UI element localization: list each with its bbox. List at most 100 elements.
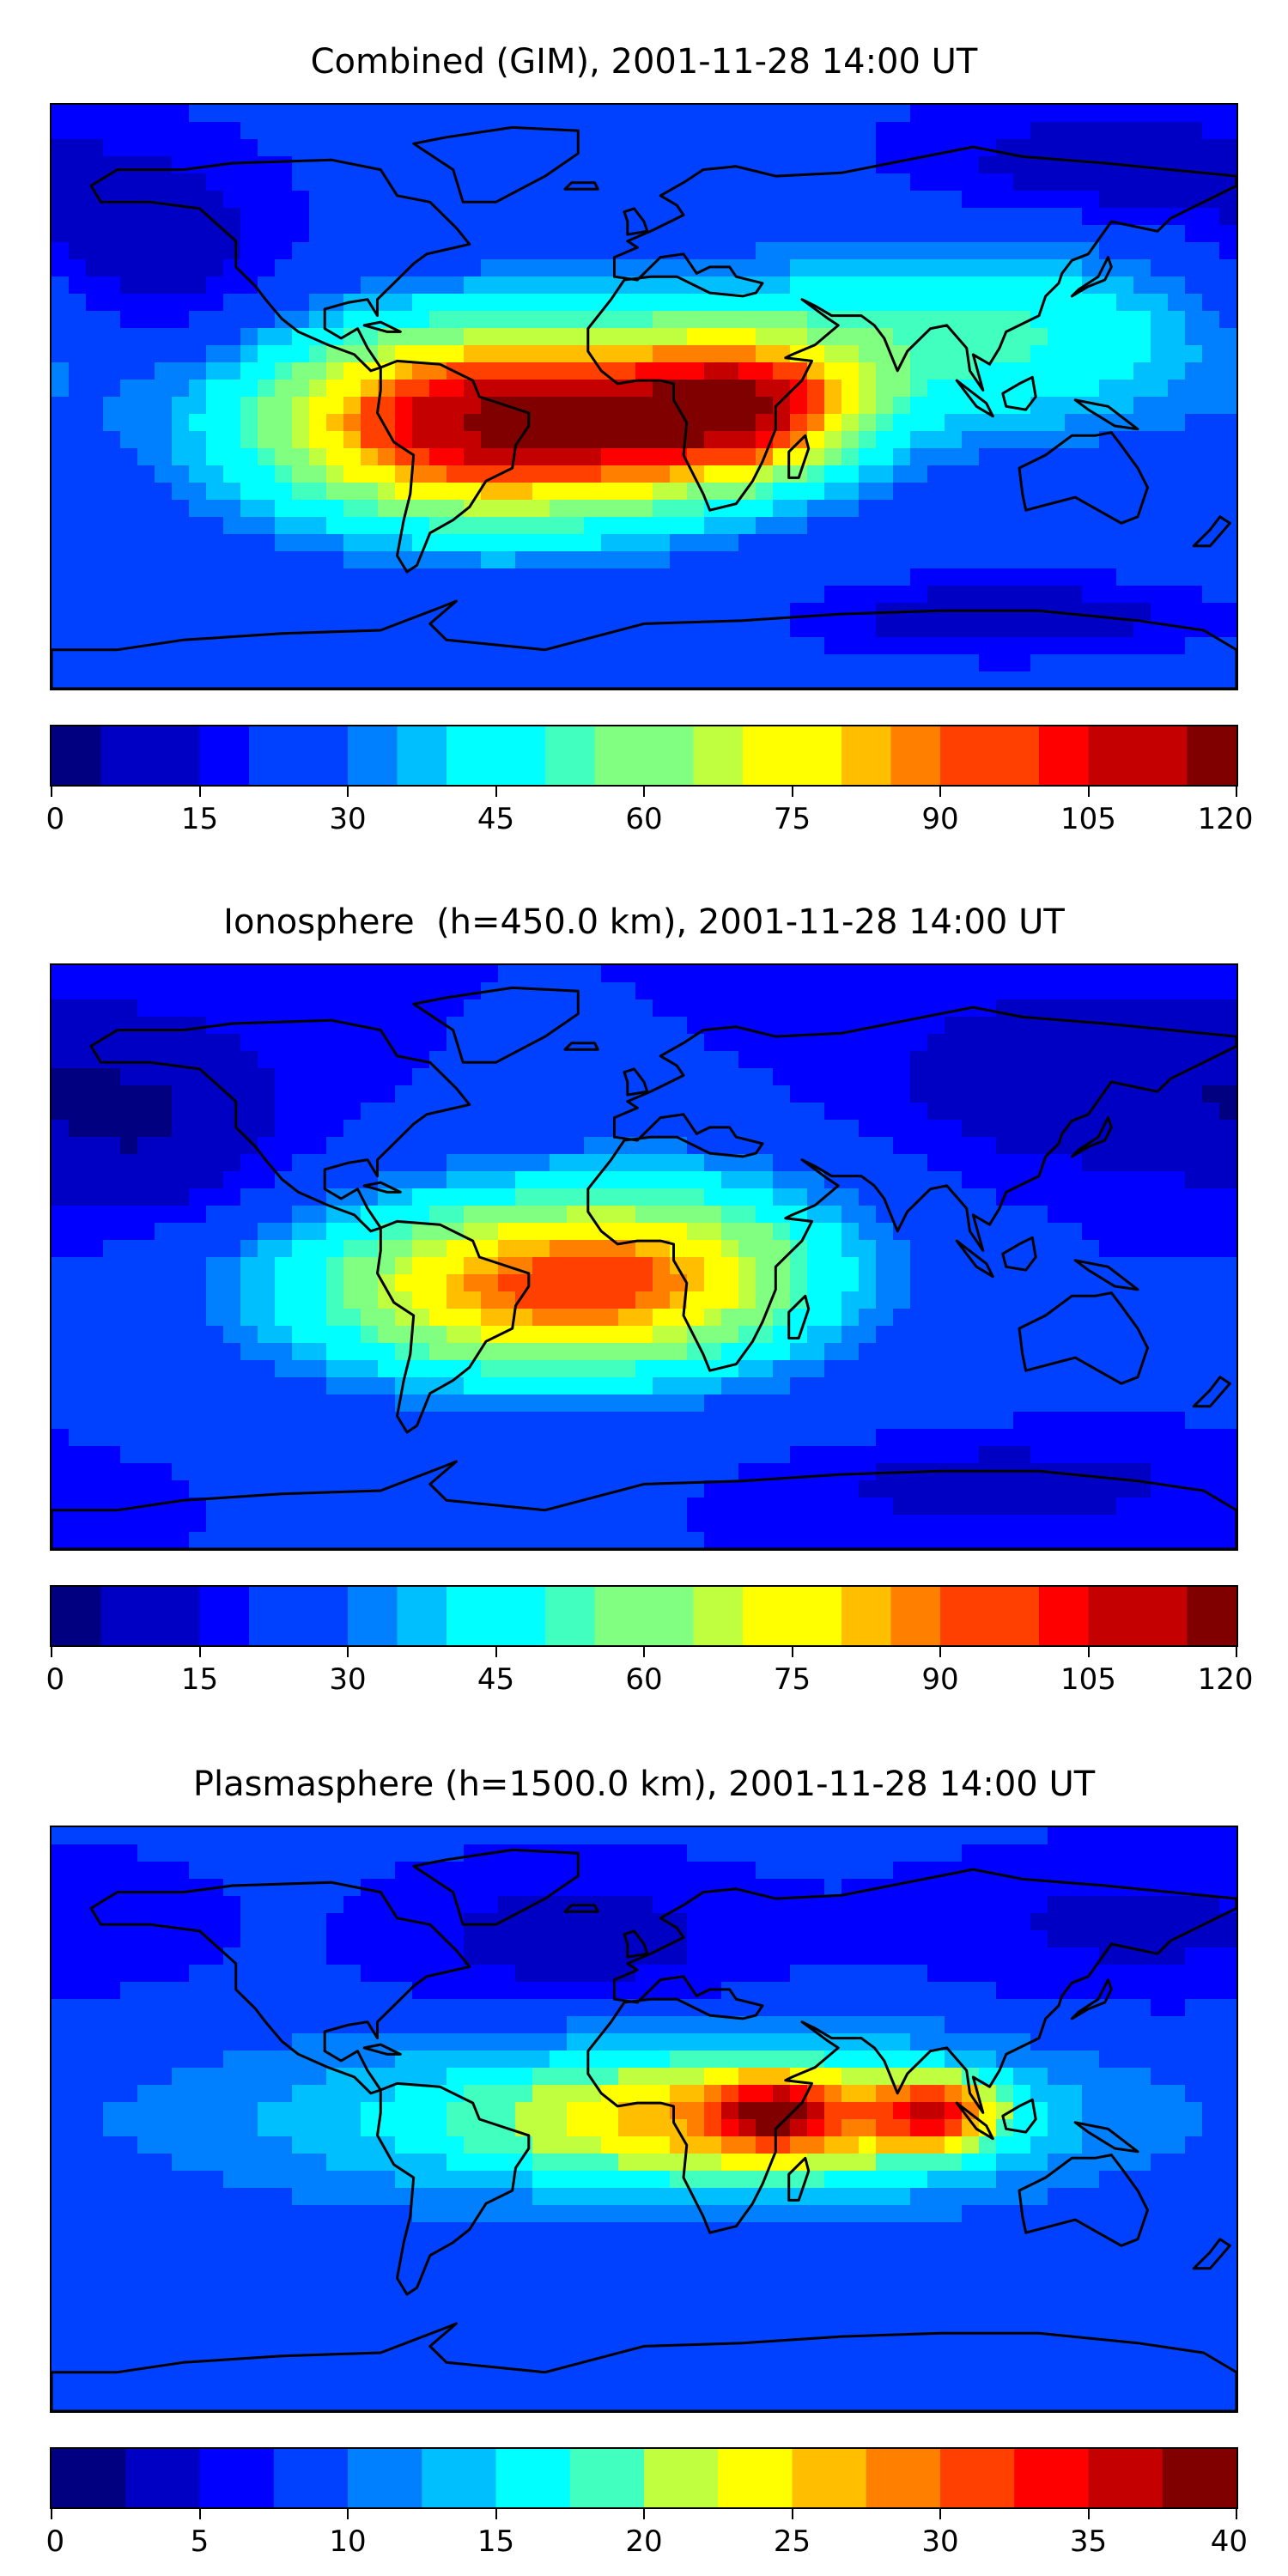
tec-contour-cell bbox=[738, 1360, 756, 1378]
tec-contour-cell bbox=[240, 1326, 258, 1344]
tec-contour-cell bbox=[738, 431, 756, 449]
tec-contour-cell bbox=[1013, 1085, 1031, 1103]
tec-contour-cell bbox=[464, 294, 482, 312]
tec-contour-cell bbox=[687, 1394, 705, 1413]
tec-contour-cell bbox=[1133, 1498, 1151, 1516]
tec-contour-cell bbox=[258, 1498, 276, 1516]
tec-contour-cell bbox=[567, 1291, 585, 1309]
tec-contour-cell bbox=[1116, 397, 1134, 415]
tec-contour-cell bbox=[1168, 1154, 1186, 1172]
tec-contour-cell bbox=[945, 139, 963, 157]
tec-contour-cell bbox=[1151, 1171, 1169, 1189]
tec-contour-cell bbox=[1185, 1532, 1203, 1549]
tec-contour-cell bbox=[584, 1862, 602, 1880]
tec-contour-cell bbox=[309, 1532, 327, 1549]
tec-contour-cell bbox=[172, 1360, 190, 1378]
tec-contour-cell bbox=[361, 1532, 379, 1549]
tec-contour-cell bbox=[790, 122, 808, 140]
tec-contour-cell bbox=[910, 1274, 928, 1292]
tec-contour-cell bbox=[326, 1429, 344, 1447]
tec-contour-cell bbox=[326, 1827, 344, 1845]
tec-contour-cell bbox=[412, 1515, 430, 1533]
tec-contour-cell bbox=[893, 105, 911, 123]
tec-contour-cell bbox=[635, 1446, 653, 1464]
tec-contour-cell bbox=[893, 1532, 911, 1549]
tec-contour-cell bbox=[361, 191, 379, 209]
tec-contour-cell bbox=[618, 1223, 636, 1241]
tec-contour-cell bbox=[824, 1291, 842, 1309]
tec-contour-cell bbox=[893, 1068, 911, 1086]
tec-contour-cell bbox=[618, 156, 636, 174]
tec-contour-cell bbox=[1151, 1068, 1169, 1086]
tec-contour-cell bbox=[498, 1827, 516, 1845]
tec-contour-cell bbox=[721, 1463, 739, 1481]
tec-contour-cell bbox=[86, 1017, 104, 1035]
tec-contour-cell bbox=[464, 1034, 482, 1052]
tec-contour-cell bbox=[172, 1309, 190, 1327]
tec-contour-cell bbox=[1082, 208, 1100, 226]
tec-contour-cell bbox=[962, 191, 980, 209]
tec-contour-cell bbox=[240, 568, 258, 586]
tec-contour-cell bbox=[996, 982, 1014, 1000]
tec-contour-cell bbox=[481, 1515, 499, 1533]
tec-contour-cell bbox=[120, 294, 138, 312]
tec-contour-cell bbox=[618, 1274, 636, 1292]
tec-contour-cell bbox=[876, 465, 894, 483]
tec-contour-cell bbox=[172, 294, 190, 312]
tec-contour-cell bbox=[635, 328, 653, 346]
tec-contour-cell bbox=[1030, 1051, 1048, 1069]
tec-contour-cell bbox=[841, 1463, 860, 1481]
tec-contour-cell bbox=[515, 534, 533, 552]
tec-contour-cell bbox=[1151, 242, 1169, 260]
tec-contour-cell bbox=[910, 448, 928, 466]
tec-contour-cell bbox=[584, 1844, 602, 1862]
tec-contour-cell bbox=[979, 568, 997, 586]
tec-contour-cell bbox=[137, 242, 155, 260]
tec-contour-cell bbox=[618, 1309, 636, 1327]
tec-contour-cell bbox=[1116, 311, 1134, 329]
tec-contour-cell bbox=[1065, 982, 1083, 1000]
tec-contour-cell bbox=[687, 328, 705, 346]
tec-contour-cell bbox=[137, 1309, 155, 1327]
tec-contour-cell bbox=[326, 483, 344, 501]
tec-contour-cell bbox=[292, 191, 310, 209]
tec-contour-cell bbox=[223, 362, 241, 380]
tec-contour-cell bbox=[481, 225, 499, 243]
tec-contour-cell bbox=[721, 1068, 739, 1086]
tec-contour-cell bbox=[378, 654, 396, 672]
tec-contour-cell bbox=[738, 1291, 756, 1309]
tec-contour-cell bbox=[618, 1326, 636, 1344]
tec-contour-cell bbox=[1219, 603, 1236, 621]
tec-contour-cell bbox=[653, 1120, 671, 1138]
tec-contour-cell bbox=[223, 654, 241, 672]
tec-contour-cell bbox=[721, 1309, 739, 1327]
tec-contour-cell bbox=[653, 671, 671, 689]
tec-contour-cell bbox=[326, 414, 344, 432]
tec-contour-cell bbox=[258, 1085, 276, 1103]
tec-contour-cell bbox=[859, 294, 877, 312]
tec-contour-cell bbox=[464, 431, 482, 449]
tec-contour-cell bbox=[841, 586, 860, 604]
tec-contour-cell bbox=[172, 982, 190, 1000]
tec-contour-cell bbox=[670, 483, 688, 501]
tec-contour-cell bbox=[189, 1429, 207, 1447]
tec-contour-cell bbox=[532, 671, 550, 689]
tec-contour-cell bbox=[807, 1498, 825, 1516]
tec-contour-cell bbox=[704, 122, 722, 140]
tec-contour-cell bbox=[687, 568, 705, 586]
tec-contour-cell bbox=[223, 568, 241, 586]
tec-contour-cell bbox=[137, 1844, 155, 1862]
tec-contour-cell bbox=[756, 1188, 774, 1206]
tec-contour-cell bbox=[498, 1343, 516, 1361]
tec-contour-cell bbox=[756, 965, 774, 983]
tec-contour-cell bbox=[1116, 448, 1134, 466]
tec-contour-cell bbox=[841, 1446, 860, 1464]
tec-contour-cell bbox=[824, 448, 842, 466]
tec-contour-cell bbox=[86, 637, 104, 655]
coastline-iceland bbox=[563, 1042, 599, 1051]
tec-contour-cell bbox=[773, 1291, 791, 1309]
tec-contour-cell bbox=[859, 1085, 877, 1103]
tec-contour-cell bbox=[447, 1326, 465, 1344]
tec-contour-cell bbox=[687, 311, 705, 329]
tec-contour-cell bbox=[1219, 1343, 1236, 1361]
